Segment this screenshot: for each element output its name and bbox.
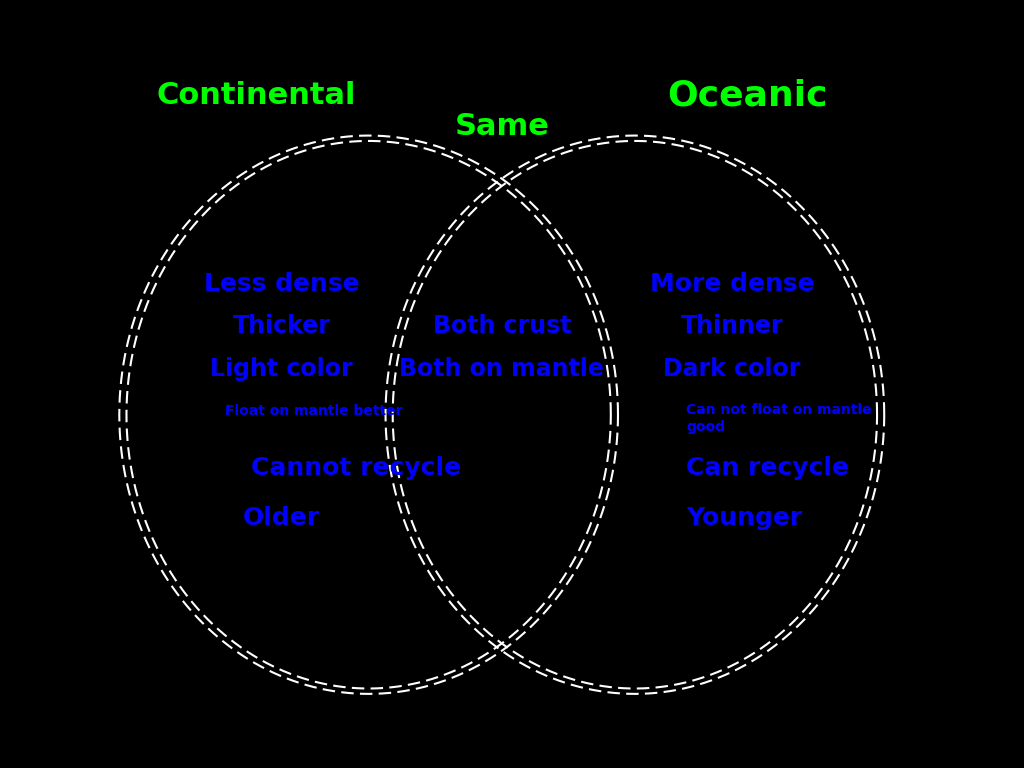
Text: Continental: Continental <box>157 81 355 111</box>
Text: Oceanic: Oceanic <box>668 79 827 113</box>
Text: Dark color: Dark color <box>664 356 801 381</box>
Text: Can recycle: Can recycle <box>686 456 849 481</box>
Text: Thicker: Thicker <box>232 314 331 339</box>
Text: More dense: More dense <box>650 272 814 296</box>
Text: Thinner: Thinner <box>681 314 783 339</box>
Text: Can not float on mantle
good: Can not float on mantle good <box>686 403 871 434</box>
Text: Light color: Light color <box>210 356 353 381</box>
Text: Float on mantle better: Float on mantle better <box>225 404 402 418</box>
Text: Both on mantle: Both on mantle <box>399 356 604 381</box>
Text: Cannot recycle: Cannot recycle <box>251 456 461 481</box>
Text: Younger: Younger <box>686 506 803 531</box>
Text: Same: Same <box>455 112 549 141</box>
Text: Both crust: Both crust <box>432 314 571 339</box>
Text: Less dense: Less dense <box>204 272 359 296</box>
Text: Older: Older <box>243 506 321 531</box>
